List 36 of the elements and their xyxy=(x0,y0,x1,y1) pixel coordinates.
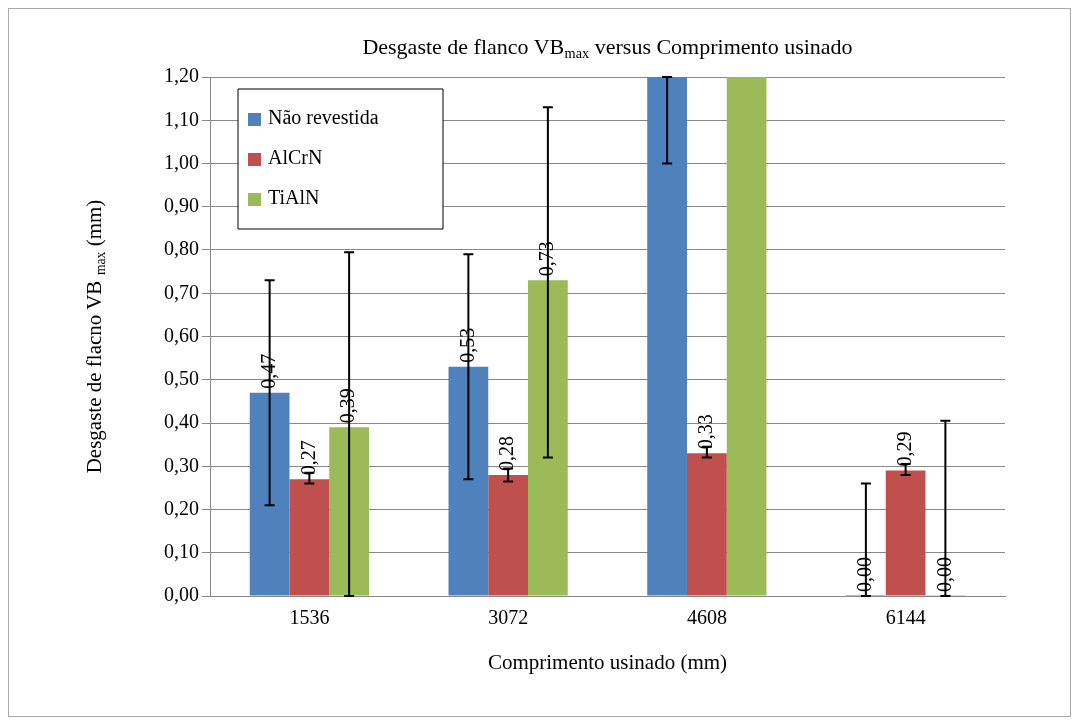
y-tick-label: 0,90 xyxy=(164,194,199,216)
x-axis-title: Comprimento usinado (mm) xyxy=(487,649,728,674)
bar xyxy=(687,453,727,596)
y-tick-label: 1,10 xyxy=(164,107,199,130)
y-tick-label: 0,80 xyxy=(164,237,199,260)
y-tick-label: 0,00 xyxy=(164,583,199,606)
bar xyxy=(726,77,767,596)
bar xyxy=(647,77,687,596)
data-label: 0,33 xyxy=(694,414,717,450)
y-tick-label: 0,70 xyxy=(164,280,199,303)
x-tick-label: 3072 xyxy=(488,606,529,629)
data-label: 0,27 xyxy=(296,440,319,476)
y-tick-label: 1,20 xyxy=(164,64,199,87)
y-tick-label: 1,00 xyxy=(164,150,199,173)
legend-label: Não revestida xyxy=(268,106,379,129)
bar xyxy=(488,474,528,596)
data-label: 0,73 xyxy=(535,241,558,277)
bar xyxy=(448,366,489,596)
bar xyxy=(528,280,568,596)
x-tick-label: 6144 xyxy=(885,606,926,629)
bar xyxy=(329,427,369,596)
bar xyxy=(249,392,290,596)
y-tick-label: 0,50 xyxy=(164,367,199,389)
x-tick-label: 4608 xyxy=(686,606,727,629)
legend-label: AlCrN xyxy=(268,146,323,169)
bar xyxy=(885,470,926,596)
y-tick-label: 0,20 xyxy=(164,496,199,519)
x-tick-label: 1536 xyxy=(289,606,330,629)
y-tick-label: 0,60 xyxy=(164,323,199,346)
y-tick-label: 0,30 xyxy=(164,453,199,476)
y-axis-title: Desgaste de flacno VB max (mm) xyxy=(81,199,108,474)
legend-label: TiAlN xyxy=(268,186,320,209)
bar xyxy=(289,479,330,596)
data-label: 0,28 xyxy=(495,435,518,471)
y-tick-label: 0,10 xyxy=(164,540,199,562)
y-tick-label: 0,40 xyxy=(164,410,199,433)
